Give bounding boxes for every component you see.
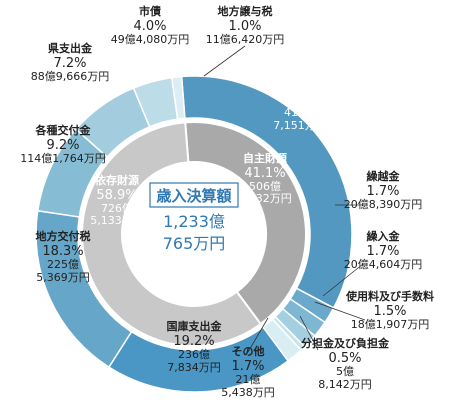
outer-slice-0-percent: 34.0% — [279, 92, 320, 107]
outer-slice-4-percent: 0.5% — [328, 351, 361, 366]
outer-slice-10-percent: 4.0% — [133, 19, 166, 34]
leader-lines — [203, 45, 366, 353]
inner-slice-0-amount2: 5,632万円 — [238, 192, 292, 205]
leader-line-3 — [314, 301, 366, 321]
inner-slice-1-amount2: 5,133万円 — [90, 214, 144, 227]
inner-slice-0-percent: 41.1% — [244, 166, 285, 181]
leader-line-5 — [247, 317, 269, 353]
outer-slice-4-amount2: 8,142万円 — [318, 378, 372, 391]
outer-slice-9-amount1: 88億9,666万円 — [31, 70, 110, 83]
outer-slice-8-name: 各種交付金 — [35, 123, 92, 137]
outer-slice-2-amount1: 20億4,604万円 — [344, 258, 423, 271]
outer-slice-4-amount1: 5億 — [336, 365, 354, 378]
outer-slice-6-amount1: 236億 — [178, 348, 210, 361]
outer-slice-10-amount1: 49億4,080万円 — [111, 33, 190, 46]
outer-slice-7-amount1: 225億 — [47, 258, 79, 271]
inner-slice-0-amount1: 506億 — [249, 180, 281, 193]
outer-slice-5-amount1: 21億 — [236, 373, 261, 386]
inner-slice-0-name: 自主財源 — [243, 151, 287, 165]
outer-slice-4-name: 分担金及び負担金 — [301, 336, 390, 350]
outer-slice-8-percent: 9.2% — [46, 138, 79, 153]
inner-slice-1-amount1: 726億 — [101, 202, 133, 215]
outer-slice-6-name: 国庫支出金 — [167, 319, 223, 333]
outer-slice-2-percent: 1.7% — [366, 244, 399, 259]
outer-slice-7-percent: 18.3% — [42, 244, 83, 259]
outer-slice-0-name: 市税 — [289, 77, 311, 91]
inner-slice-1-percent: 58.9% — [96, 188, 137, 203]
outer-slice-3-percent: 1.5% — [373, 304, 406, 319]
outer-slice-5-name: その他 — [232, 344, 265, 358]
center-total-line1: 1,233億 — [163, 212, 225, 231]
outer-slice-7-name: 地方交付税 — [36, 229, 91, 243]
slice-labels: 市税34.0%419億7,151万円繰越金1.7%20億8,390万円繰入金1.… — [20, 4, 434, 399]
outer-slice-2-name: 繰入金 — [367, 229, 401, 243]
center-title-box — [149, 182, 239, 208]
leader-line-4 — [299, 315, 319, 351]
outer-slice-10-name: 市債 — [139, 4, 161, 18]
outer-slice-11-percent: 1.0% — [228, 19, 261, 34]
outer-slice-11 — [170, 75, 186, 121]
outer-slice-3-name: 使用料及び手数料 — [345, 289, 434, 303]
outer-slice-11-name: 地方譲与税 — [218, 4, 273, 18]
outer-slice-9-name: 県支出金 — [48, 41, 93, 55]
leader-line-11 — [203, 45, 246, 77]
outer-slice-5-amount2: 5,438万円 — [221, 386, 275, 399]
outer-slice-11-amount1: 11億6,420万円 — [206, 33, 285, 46]
outer-slice-5-percent: 1.7% — [231, 359, 264, 374]
outer-slice-8-amount1: 114億1,764万円 — [20, 152, 106, 165]
center-total-line2: 765万円 — [163, 234, 226, 253]
outer-slice-6-amount2: 7,834万円 — [167, 361, 221, 374]
outer-slice-1-amount1: 20億8,390万円 — [344, 198, 423, 211]
inner-slice-1-name: 依存財源 — [95, 173, 139, 187]
outer-slice-1-percent: 1.7% — [366, 184, 399, 199]
center-total: 歳入決算額 1,233億 765万円 — [149, 182, 239, 253]
outer-slice-6-percent: 19.2% — [173, 334, 214, 349]
outer-slice-1-name: 繰越金 — [367, 169, 401, 183]
outer-slice-0-amount1: 419億 — [284, 106, 316, 119]
outer-slice-0-amount2: 7,151万円 — [273, 119, 327, 132]
leader-line-2 — [322, 263, 364, 297]
center-title: 歳入決算額 — [156, 187, 231, 205]
outer-slice-3-amount1: 18億1,907万円 — [351, 318, 430, 331]
outer-slice-0 — [180, 75, 353, 309]
outer-slice-7-amount2: 5,369万円 — [36, 271, 90, 284]
outer-ring — [35, 75, 353, 393]
outer-slice-9-percent: 7.2% — [53, 56, 86, 71]
